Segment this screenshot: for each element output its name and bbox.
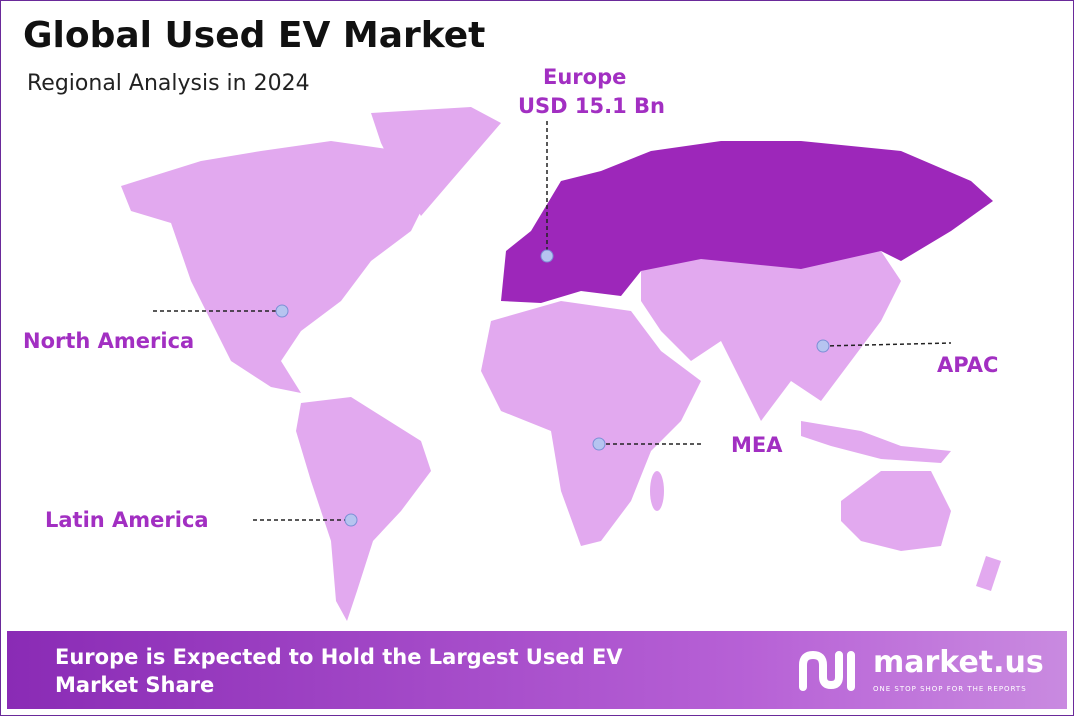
marker [275,304,289,318]
markers [275,249,830,527]
leader-line [822,342,952,347]
africa [481,301,701,546]
subtitle: Regional Analysis in 2024 [27,71,310,96]
region-label: Europe [543,65,627,89]
region-label: APAC [937,353,999,377]
title: Global Used EV Market [23,15,486,56]
south-america [296,397,431,621]
region-label: Latin America [45,508,209,532]
logo-mark [799,650,855,691]
world-map [121,107,1001,621]
marker [540,249,554,263]
region-label: North America [23,329,195,353]
footer-text: Europe is Expected to Hold the Largest U… [55,645,623,697]
brand-logo [799,650,855,691]
footer: Europe is Expected to Hold the Largest U… [7,631,1067,709]
brand: market.us [873,645,1044,680]
europe-russia [501,141,993,303]
new-zealand [976,556,1001,591]
continents [121,107,1001,621]
tagline: ONE STOP SHOP FOR THE REPORTS [873,685,1027,693]
region-label: MEA [731,433,783,457]
marker [816,339,830,353]
marker [592,437,606,451]
asia [641,251,901,421]
madagascar [650,471,664,511]
north-america [121,141,431,393]
region-value: USD 15.1 Bn [518,94,665,118]
greenland [371,107,501,216]
leader-lines [153,121,952,521]
marker [344,513,358,527]
australia [841,471,951,551]
indonesia [801,421,951,463]
